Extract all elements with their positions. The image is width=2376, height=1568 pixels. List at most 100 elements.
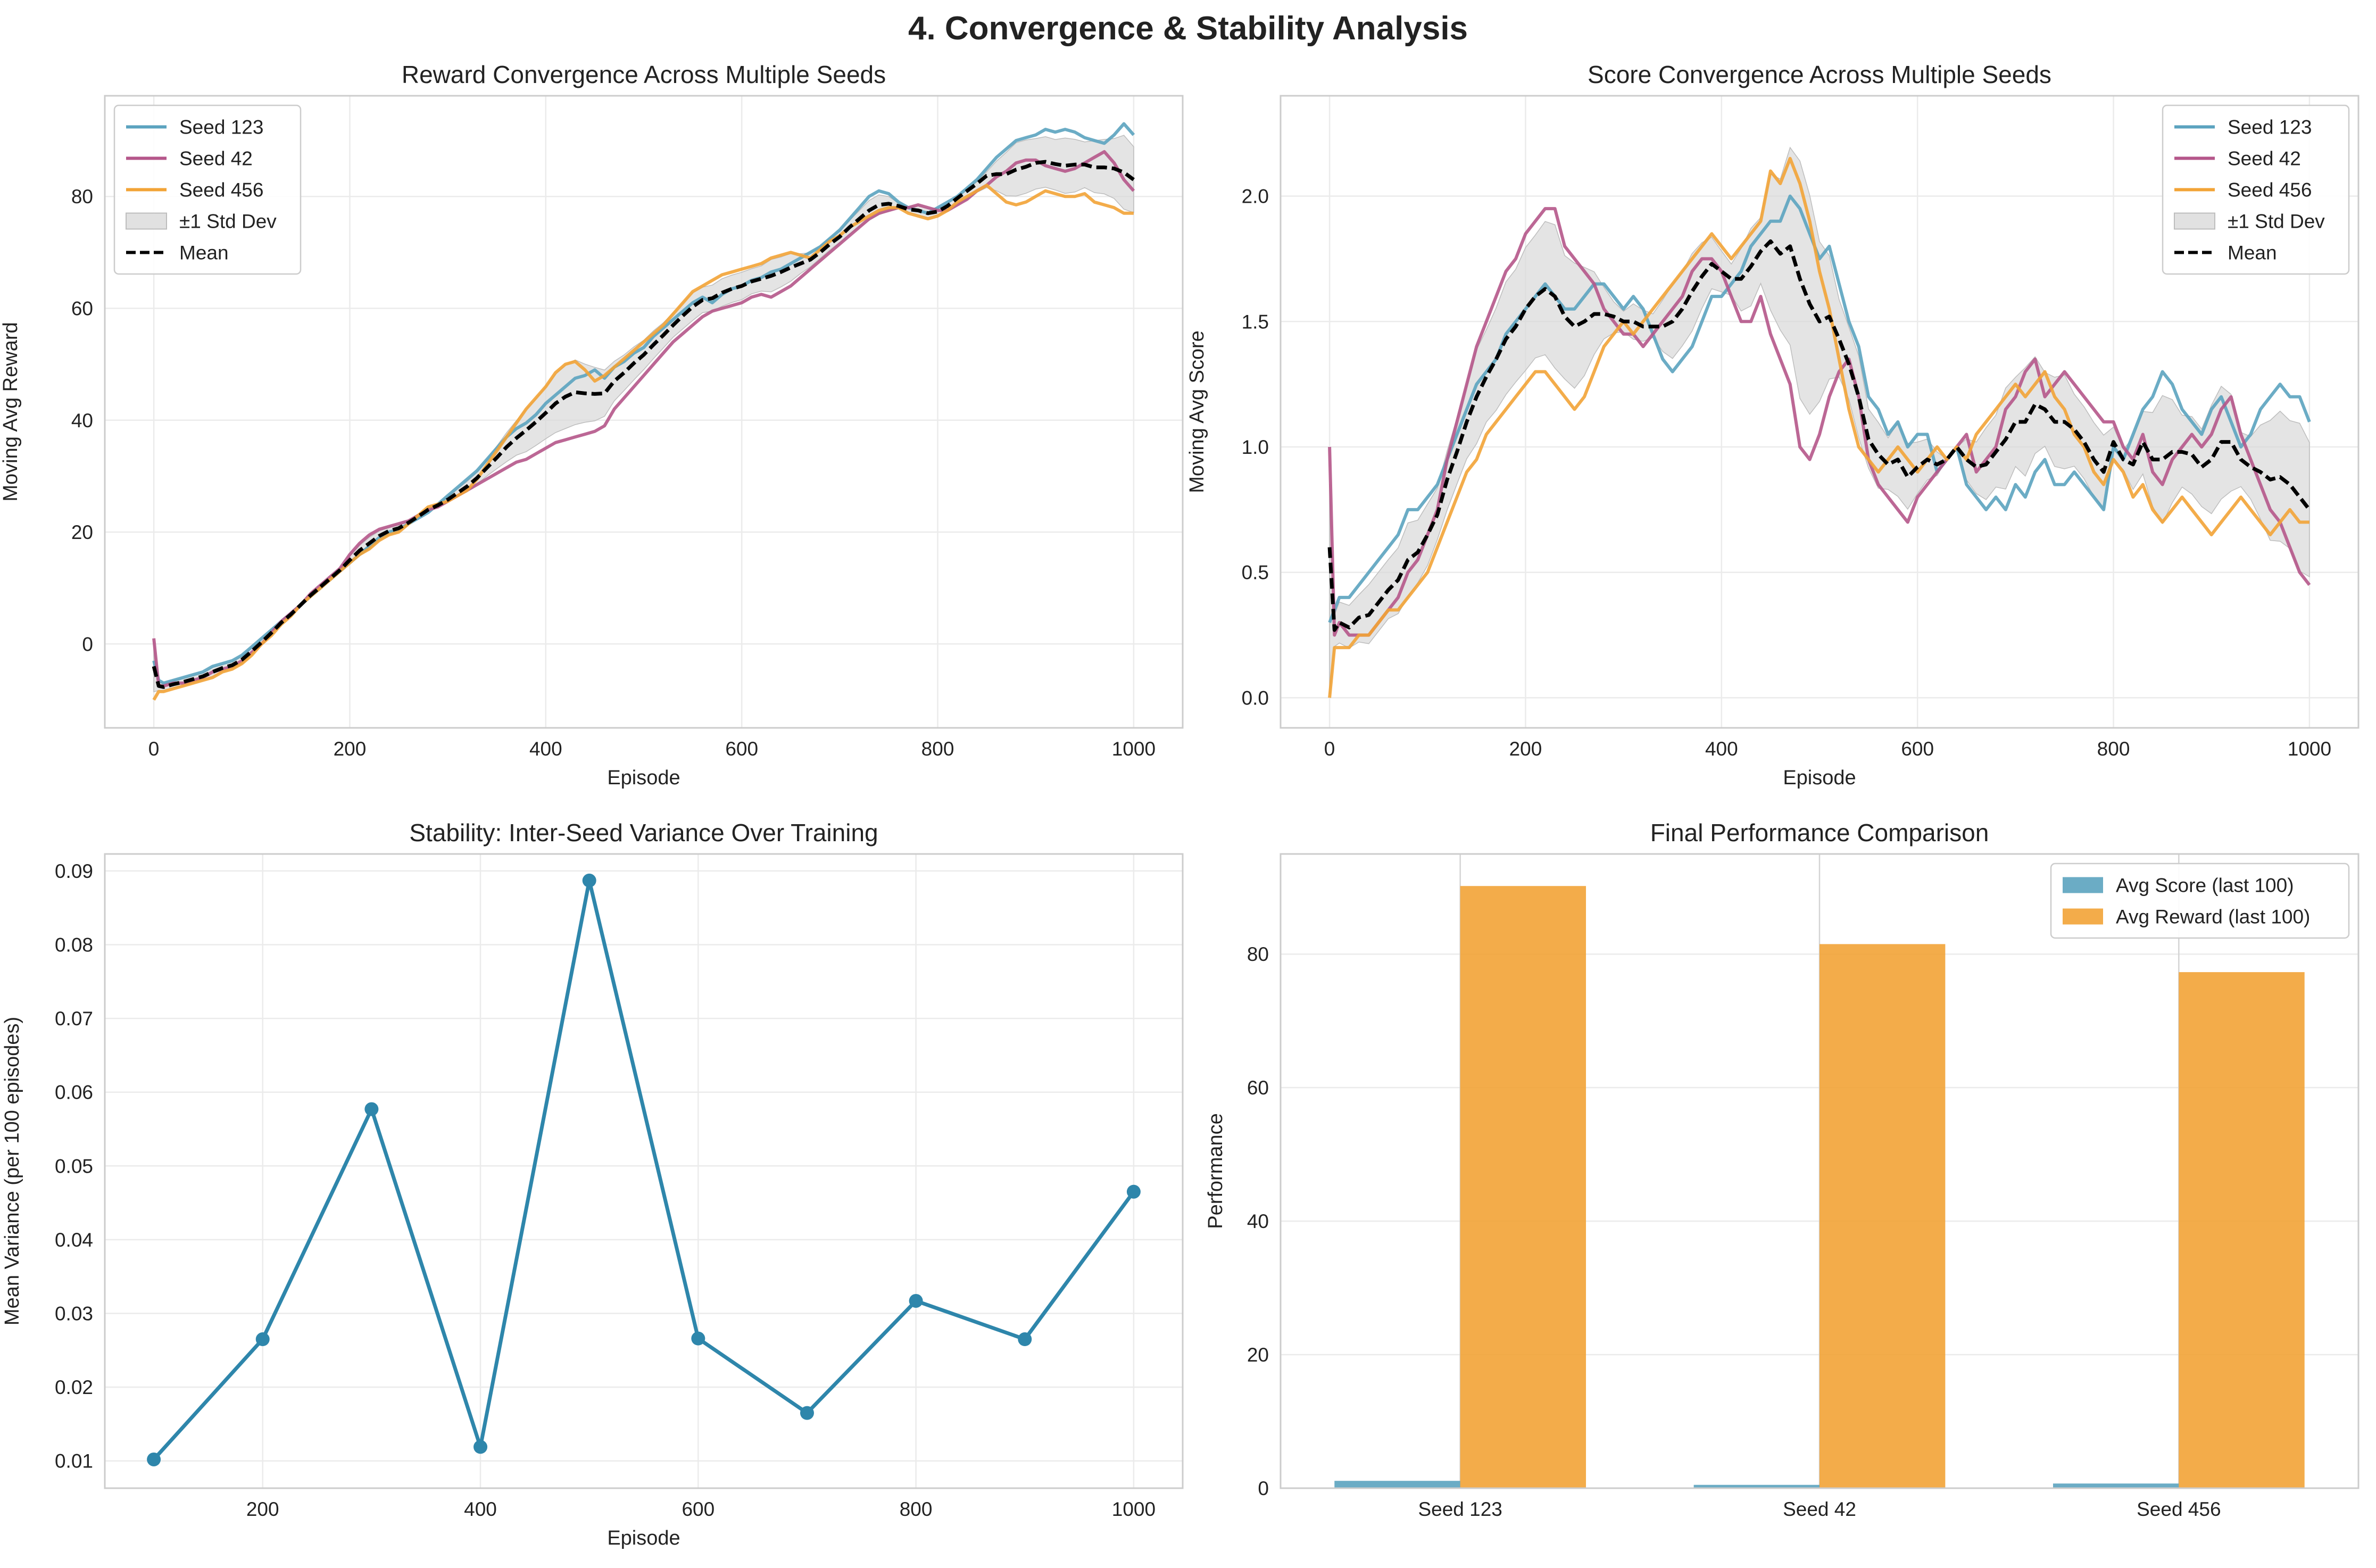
series-line-seed-456	[1328, 156, 2309, 698]
x-tick-label: 200	[246, 1498, 279, 1520]
y-tick-label: 20	[1247, 1344, 1269, 1366]
y-tick-label: 80	[71, 186, 93, 208]
y-tick-label: 0.03	[55, 1303, 93, 1325]
y-tick-label: 0	[1258, 1478, 1269, 1499]
legend-entry: Mean	[2174, 242, 2277, 264]
legend-entry: Seed 456	[126, 179, 263, 201]
legend-entry: ±1 Std Dev	[126, 211, 277, 233]
y-tick-label: 0.05	[55, 1155, 93, 1177]
bar-avg-score	[1693, 1484, 1820, 1488]
x-tick-label: 0	[1324, 738, 1335, 760]
y-tick-label: 0.0	[1242, 687, 1269, 709]
reward-convergence-chart: Reward Convergence Across Multiple Seeds…	[0, 61, 1184, 789]
x-tick-label: Seed 42	[1783, 1498, 1856, 1520]
reward-chart-y-axis-label: Moving Avg Reward	[0, 322, 22, 501]
x-tick-label: 400	[1705, 738, 1738, 760]
figure-title: 4. Convergence & Stability Analysis	[908, 10, 1468, 47]
variance-chart: Stability: Inter-Seed Variance Over Trai…	[1, 819, 1184, 1549]
plot-frame	[104, 853, 1184, 1489]
y-tick-label: 60	[71, 298, 93, 320]
variance-point	[1126, 1184, 1141, 1199]
legend-label: Seed 456	[2228, 179, 2312, 201]
variance-point	[691, 1331, 705, 1346]
y-tick-label: 1.0	[1242, 436, 1269, 458]
final-chart-title: Final Performance Comparison	[1650, 819, 1989, 847]
bar-avg-score	[1334, 1481, 1460, 1488]
y-tick-label: 0	[82, 633, 93, 655]
variance-point	[582, 873, 596, 887]
score-chart-x-axis-label: Episode	[1783, 767, 1856, 789]
x-tick-label: 1000	[1112, 738, 1156, 760]
legend-entry: Mean	[126, 242, 229, 264]
y-tick-label: 0.07	[55, 1008, 93, 1030]
variance-chart-x-axis-label: Episode	[607, 1527, 680, 1549]
x-tick-label: 1000	[2288, 738, 2331, 760]
variance-point	[364, 1102, 379, 1116]
legend: Seed 123 Seed 42 Seed 456 ±1 Std Dev Mean	[2162, 104, 2350, 275]
legend-entry: Avg Reward (last 100)	[2063, 906, 2310, 928]
legend-swatch	[126, 212, 167, 230]
legend-label: Mean	[179, 242, 229, 264]
legend-entry: Seed 42	[126, 148, 253, 170]
x-tick-label: 600	[1901, 738, 1934, 760]
x-tick-label: 200	[1509, 738, 1542, 760]
std-dev-band	[1329, 146, 2310, 694]
score-convergence-chart: Score Convergence Across Multiple Seeds …	[1186, 61, 2360, 789]
bar-avg-reward	[1460, 886, 1586, 1488]
legend-entry: Seed 123	[126, 117, 263, 138]
variance-point	[909, 1293, 923, 1308]
plot-frame	[1280, 95, 2360, 729]
legend-label: Seed 42	[2228, 148, 2301, 170]
bar-avg-reward	[1820, 944, 1946, 1488]
score-chart-title: Score Convergence Across Multiple Seeds	[1588, 61, 2051, 88]
variance-point	[473, 1440, 488, 1454]
bar-avg-reward	[2179, 972, 2305, 1488]
variance-point	[800, 1406, 814, 1420]
x-tick-label: 400	[529, 738, 562, 760]
reward-chart-title: Reward Convergence Across Multiple Seeds	[402, 61, 886, 88]
variance-point	[255, 1332, 270, 1347]
x-tick-label: 0	[148, 738, 160, 760]
x-tick-label: 600	[725, 738, 758, 760]
x-tick-label: Seed 456	[2137, 1498, 2221, 1520]
y-tick-label: 0.09	[55, 860, 93, 882]
y-tick-label: 60	[1247, 1077, 1269, 1099]
legend-swatch	[2174, 212, 2215, 230]
legend-entry: ±1 Std Dev	[2174, 211, 2325, 233]
legend-label: Avg Reward (last 100)	[2116, 906, 2310, 928]
legend-label: Avg Score (last 100)	[2116, 875, 2294, 897]
variance-line	[152, 878, 1135, 1461]
legend-entry: Seed 42	[2174, 148, 2301, 170]
bar-avg-score	[2053, 1483, 2179, 1488]
series-line-seed-42	[1328, 207, 2311, 637]
x-tick-label: 800	[900, 1498, 933, 1520]
legend-box	[2162, 104, 2350, 275]
legend-label: Seed 456	[179, 179, 263, 201]
x-tick-label: 400	[464, 1498, 497, 1520]
legend-label: ±1 Std Dev	[2228, 211, 2325, 233]
variance-chart-y-axis-label: Mean Variance (per 100 episodes)	[1, 1017, 23, 1325]
mean-line	[152, 160, 1135, 689]
y-tick-label: 0.04	[55, 1229, 93, 1251]
legend-swatch	[2063, 908, 2103, 925]
variance-point	[1018, 1332, 1032, 1347]
x-tick-label: 200	[334, 738, 367, 760]
legend-label: Seed 42	[179, 148, 253, 170]
x-tick-label: 600	[682, 1498, 715, 1520]
final-performance-chart: Final Performance Comparison Performance…	[1204, 819, 2360, 1520]
y-tick-label: 1.5	[1242, 311, 1269, 333]
legend-label: Mean	[2228, 242, 2277, 264]
mean-line	[1327, 239, 2311, 632]
final-chart-y-axis-label: Performance	[1204, 1113, 1227, 1229]
legend-box	[2050, 862, 2350, 939]
reward-chart-x-axis-label: Episode	[607, 767, 680, 789]
y-tick-label: 20	[71, 521, 93, 543]
legend-box	[113, 104, 302, 275]
variance-point	[147, 1452, 161, 1466]
legend-entry: Avg Score (last 100)	[2063, 875, 2294, 897]
score-chart-y-axis-label: Moving Avg Score	[1186, 330, 1208, 493]
x-tick-label: Seed 123	[1418, 1498, 1502, 1520]
legend: Avg Score (last 100) Avg Reward (last 100…	[2050, 862, 2350, 939]
y-tick-label: 0.5	[1242, 562, 1269, 584]
